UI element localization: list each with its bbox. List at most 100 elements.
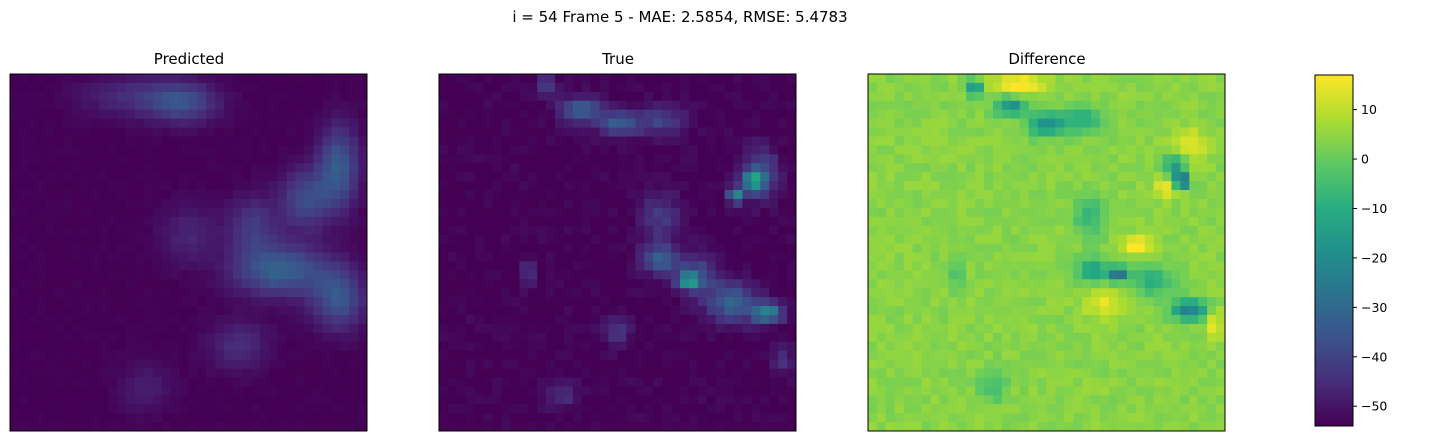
heatmap-cell (635, 217, 644, 226)
heatmap-cell (618, 217, 627, 226)
heatmap-cell (1171, 261, 1180, 270)
heatmap-cell (331, 119, 340, 128)
heatmap-cell (358, 333, 367, 342)
heatmap-cell (457, 154, 466, 163)
heatmap-cell (1047, 119, 1056, 128)
heatmap-cell (707, 306, 716, 315)
heatmap-cell (206, 128, 215, 137)
heatmap-cell (519, 226, 528, 235)
heatmap-cell (1216, 342, 1225, 351)
heatmap-cell (1109, 404, 1118, 413)
heatmap-cell (564, 92, 573, 101)
heatmap-cell (573, 386, 582, 395)
heatmap-cell (734, 92, 743, 101)
heatmap-cell (501, 386, 510, 395)
heatmap-cell (904, 226, 913, 235)
heatmap-cell (698, 377, 707, 386)
heatmap-cell (877, 136, 886, 145)
heatmap-cell (1109, 395, 1118, 404)
heatmap-cell (501, 217, 510, 226)
heatmap-cell (28, 342, 37, 351)
heatmap-cell (868, 208, 877, 217)
heatmap-cell (582, 119, 591, 128)
heatmap-cell (698, 404, 707, 413)
heatmap-cell (64, 128, 73, 137)
heatmap-cell (778, 172, 787, 181)
heatmap-cell (573, 101, 582, 110)
heatmap-cell (189, 297, 198, 306)
heatmap-cell (689, 351, 698, 360)
heatmap-cell (787, 333, 796, 342)
heatmap-cell (662, 253, 671, 262)
heatmap-cell (349, 404, 358, 413)
heatmap-cell (260, 351, 269, 360)
heatmap-cell (1091, 351, 1100, 360)
heatmap-cell (1002, 190, 1011, 199)
heatmap-cell (1136, 306, 1145, 315)
heatmap-cell (591, 217, 600, 226)
heatmap-cell (28, 199, 37, 208)
heatmap-cell (224, 315, 233, 324)
heatmap-cell (46, 128, 55, 137)
heatmap-cell (322, 261, 331, 270)
heatmap-cell (957, 163, 966, 172)
heatmap-cell (439, 333, 448, 342)
heatmap-cell (55, 377, 64, 386)
heatmap-cell (1055, 306, 1064, 315)
heatmap-cell (117, 92, 126, 101)
heatmap-cell (948, 404, 957, 413)
heatmap-cell (519, 261, 528, 270)
heatmap-cell (19, 288, 28, 297)
heatmap-cell (1002, 422, 1011, 431)
heatmap-cell (913, 377, 922, 386)
heatmap-cell (37, 154, 46, 163)
heatmap-cell (269, 136, 278, 145)
heatmap-cell (1145, 226, 1154, 235)
heatmap-cell (564, 351, 573, 360)
heatmap-cell (993, 270, 1002, 279)
heatmap-cell (742, 288, 751, 297)
heatmap-cell (466, 235, 475, 244)
heatmap-cell (1011, 154, 1020, 163)
heatmap-cell (180, 190, 189, 199)
heatmap-cell (609, 279, 618, 288)
heatmap-cell (877, 270, 886, 279)
heatmap-cell (126, 324, 135, 333)
heatmap-cell (751, 145, 760, 154)
heatmap-cell (180, 172, 189, 181)
heatmap-cell (189, 360, 198, 369)
heatmap-cell (99, 235, 108, 244)
heatmap-cell (591, 110, 600, 119)
heatmap-cell (484, 288, 493, 297)
heatmap-cell (90, 324, 99, 333)
heatmap-cell (993, 145, 1002, 154)
heatmap-cell (644, 190, 653, 199)
heatmap-cell (493, 404, 502, 413)
heatmap-cell (126, 297, 135, 306)
heatmap-cell (510, 315, 519, 324)
heatmap-cell (153, 333, 162, 342)
heatmap-cell (939, 360, 948, 369)
heatmap-cell (734, 199, 743, 208)
heatmap-cell (296, 279, 305, 288)
heatmap-cell (501, 279, 510, 288)
heatmap-cell (287, 360, 296, 369)
heatmap-cell (1073, 404, 1082, 413)
heatmap-cell (1171, 270, 1180, 279)
heatmap-cell (1011, 208, 1020, 217)
heatmap-cell (46, 101, 55, 110)
heatmap-cell (555, 136, 564, 145)
heatmap-cell (698, 172, 707, 181)
heatmap-cell (886, 154, 895, 163)
heatmap-cell (1180, 244, 1189, 253)
heatmap-cell (340, 261, 349, 270)
heatmap-cell (242, 172, 251, 181)
heatmap-cell (626, 119, 635, 128)
heatmap-cell (90, 110, 99, 119)
heatmap-cell (287, 261, 296, 270)
heatmap-cell (135, 315, 144, 324)
heatmap-cell (760, 181, 769, 190)
heatmap-cell (269, 74, 278, 83)
heatmap-cell (1109, 136, 1118, 145)
heatmap-cell (609, 422, 618, 431)
